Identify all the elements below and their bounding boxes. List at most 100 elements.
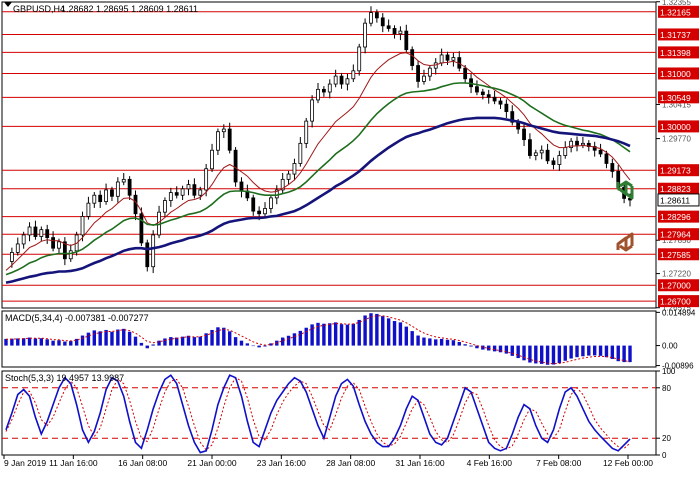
level-label-box bbox=[658, 295, 699, 308]
candle-body bbox=[592, 146, 597, 151]
macd-bar bbox=[604, 345, 609, 358]
macd-bar bbox=[257, 345, 261, 348]
candle-body bbox=[581, 142, 585, 146]
price-panel: 1.32355 1.30415 1.29770 1.27850 1.27220 1.265… bbox=[1, 0, 700, 313]
candle-body bbox=[239, 181, 244, 192]
macd-bar bbox=[457, 342, 461, 346]
candle-body bbox=[380, 17, 385, 27]
candle-body bbox=[198, 189, 203, 196]
macd-bar bbox=[581, 345, 585, 357]
level-label: 1.32165 bbox=[660, 7, 691, 17]
macd-signal-line bbox=[5, 315, 631, 365]
candle-body bbox=[410, 49, 415, 66]
time-axis-label: 11 Jan 16:00 bbox=[49, 458, 98, 468]
macd-bar bbox=[110, 331, 114, 346]
macd-bar bbox=[616, 345, 620, 362]
macd-bar bbox=[198, 336, 202, 346]
candle-body bbox=[339, 75, 344, 85]
candle-body bbox=[486, 94, 491, 98]
candle-body bbox=[139, 213, 144, 244]
macd-bar bbox=[381, 316, 385, 346]
macd-bar bbox=[322, 323, 326, 346]
macd-bar bbox=[404, 326, 409, 346]
macd-axis-tick-label: -0.00896 bbox=[662, 362, 694, 371]
candle-body bbox=[57, 241, 61, 249]
candle-body bbox=[533, 152, 538, 156]
candle-body bbox=[127, 178, 132, 196]
current-price-label: 1.28611 bbox=[660, 195, 690, 205]
candle-body bbox=[321, 88, 326, 93]
macd-bar bbox=[233, 337, 238, 346]
macd-bar bbox=[492, 345, 497, 352]
macd-bar bbox=[475, 345, 479, 349]
level-label-box bbox=[658, 248, 699, 261]
time-axis-label: 7 Feb 08:00 bbox=[536, 458, 582, 468]
stoch-panel: 100 80 20 0 bbox=[1, 367, 676, 460]
macd-bar bbox=[116, 329, 120, 346]
candle-body bbox=[445, 54, 450, 61]
candle-body bbox=[192, 184, 197, 196]
macd-bar bbox=[434, 339, 438, 346]
macd-bar bbox=[592, 345, 597, 356]
macd-bar bbox=[21, 338, 26, 346]
macd-bar bbox=[180, 336, 185, 346]
corner-marker-icon bbox=[4, 2, 12, 7]
candle-body bbox=[233, 149, 238, 183]
macd-bar bbox=[122, 328, 126, 346]
candle-body bbox=[92, 194, 97, 204]
candle-body bbox=[439, 54, 444, 64]
macd-bar bbox=[163, 338, 167, 346]
macd-bar bbox=[151, 344, 155, 346]
macd-bar bbox=[375, 313, 379, 346]
candle-body bbox=[145, 242, 150, 268]
macd-bar bbox=[328, 323, 332, 346]
candle-body bbox=[163, 200, 167, 213]
time-axis-label: 21 Jan 00:00 bbox=[187, 458, 236, 468]
macd-bar bbox=[280, 337, 285, 346]
level-label: 1.30000 bbox=[660, 122, 691, 132]
macd-bar bbox=[304, 327, 308, 346]
candle-body bbox=[263, 208, 267, 215]
level-label: 1.31000 bbox=[660, 69, 691, 79]
candle-body bbox=[610, 163, 615, 172]
level-label: 1.26700 bbox=[660, 297, 691, 307]
macd-bar bbox=[522, 345, 526, 361]
macd-bar bbox=[269, 343, 273, 346]
candle-body bbox=[492, 96, 497, 102]
ma-slow-line bbox=[5, 116, 631, 284]
macd-bar bbox=[575, 345, 579, 358]
macd-bar bbox=[192, 337, 197, 346]
macd-bar bbox=[245, 343, 250, 346]
macd-bar bbox=[169, 337, 173, 346]
macd-bar bbox=[69, 341, 73, 346]
macd-bar bbox=[504, 345, 509, 354]
price-axis-tick-label: 1.27220 bbox=[662, 270, 691, 279]
level-label-box bbox=[658, 91, 699, 104]
macd-bar bbox=[363, 315, 367, 346]
macd-bar bbox=[80, 335, 85, 346]
macd-bar bbox=[10, 338, 14, 346]
candle-body bbox=[363, 22, 367, 48]
chart-header-symbol: GBPUSD,H4 bbox=[13, 4, 65, 14]
candle-body bbox=[539, 149, 544, 154]
candle-body bbox=[557, 155, 562, 165]
macd-bar bbox=[622, 345, 626, 363]
macd-bar bbox=[551, 345, 556, 365]
level-label: 1.27585 bbox=[660, 250, 691, 260]
candle-body bbox=[498, 100, 503, 105]
macd-bar bbox=[39, 338, 44, 346]
macd-bar bbox=[286, 335, 291, 346]
ma-mid-line bbox=[5, 82, 631, 276]
price-axis-tick-label: 1.26575 bbox=[662, 304, 691, 313]
time-axis-label: 31 Jan 16:00 bbox=[395, 458, 444, 468]
time-axis-label: 12 Feb 00:00 bbox=[603, 458, 653, 468]
price-panel-frame bbox=[1, 1, 657, 309]
candle-body bbox=[510, 111, 515, 123]
macd-bar bbox=[469, 345, 473, 347]
macd-bar bbox=[345, 324, 350, 346]
macd-bar bbox=[204, 333, 208, 346]
stoch-axis-tick-label: 100 bbox=[662, 367, 676, 376]
candle-body bbox=[133, 194, 138, 215]
macd-bar bbox=[628, 345, 632, 363]
macd-bar bbox=[416, 335, 420, 346]
